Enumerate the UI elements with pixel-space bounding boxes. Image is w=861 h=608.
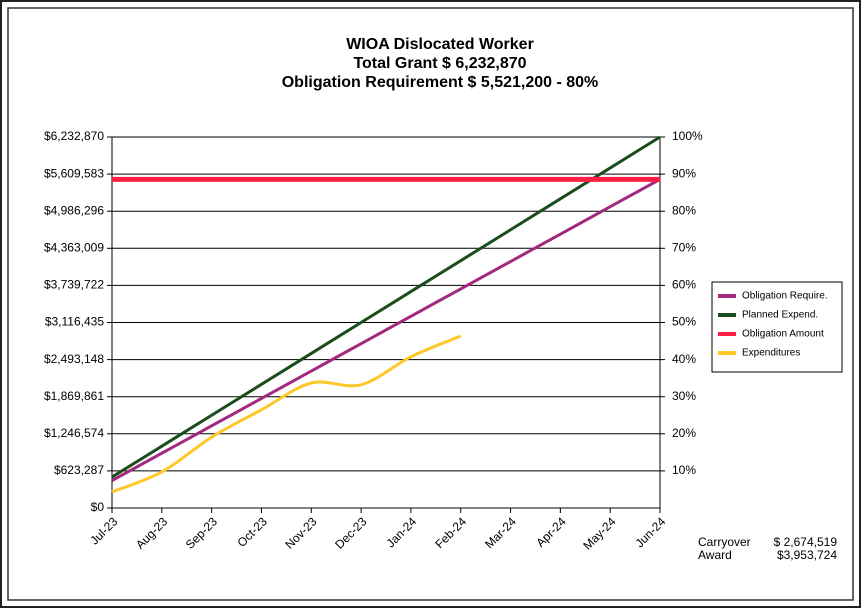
y-tick-label: $623,287 <box>54 463 104 477</box>
y2-tick-label: 60% <box>672 278 696 292</box>
annotation-value: $3,953,724 <box>777 548 837 562</box>
y2-tick-label: 100% <box>672 129 703 143</box>
y-tick-label: $3,116,435 <box>45 315 104 329</box>
y2-tick-label: 40% <box>672 352 696 366</box>
chart-title: Total Grant $ 6,232,870 <box>353 55 526 72</box>
y-tick-label: $4,986,296 <box>44 203 104 217</box>
y2-tick-label: 10% <box>672 463 696 477</box>
y2-tick-label: 80% <box>672 203 696 217</box>
y-tick-label: $2,493,148 <box>44 352 104 366</box>
y2-tick-label: 30% <box>672 389 696 403</box>
y-tick-label: $6,232,870 <box>44 129 104 143</box>
y-tick-label: $5,609,583 <box>44 166 104 180</box>
legend-label: Planned Expend. <box>742 310 818 321</box>
legend-label: Obligation Amount <box>742 329 824 340</box>
y-tick-label: $4,363,009 <box>44 240 104 254</box>
legend-label: Expenditures <box>742 348 800 359</box>
y-tick-label: $3,739,722 <box>44 278 104 292</box>
series-line <box>111 178 661 482</box>
y-tick-label: $1,246,574 <box>44 426 104 440</box>
series-line <box>111 135 661 479</box>
chart-title: WIOA Dislocated Worker <box>346 36 534 53</box>
annotation-label: Award <box>698 548 732 562</box>
annotation-label: Carryover <box>698 535 751 549</box>
y-tick-label: $0 <box>91 500 105 514</box>
y2-tick-label: 20% <box>672 426 696 440</box>
series-line <box>111 334 462 494</box>
chart-title: Obligation Requirement $ 5,521,200 - 80% <box>282 74 599 91</box>
y2-tick-label: 90% <box>672 166 696 180</box>
legend-label: Obligation Require. <box>742 291 828 302</box>
y2-tick-label: 50% <box>672 315 696 329</box>
y-tick-label: $1,869,861 <box>44 389 104 403</box>
annotation-value: $ 2,674,519 <box>774 535 838 549</box>
y2-tick-label: 70% <box>672 240 696 254</box>
